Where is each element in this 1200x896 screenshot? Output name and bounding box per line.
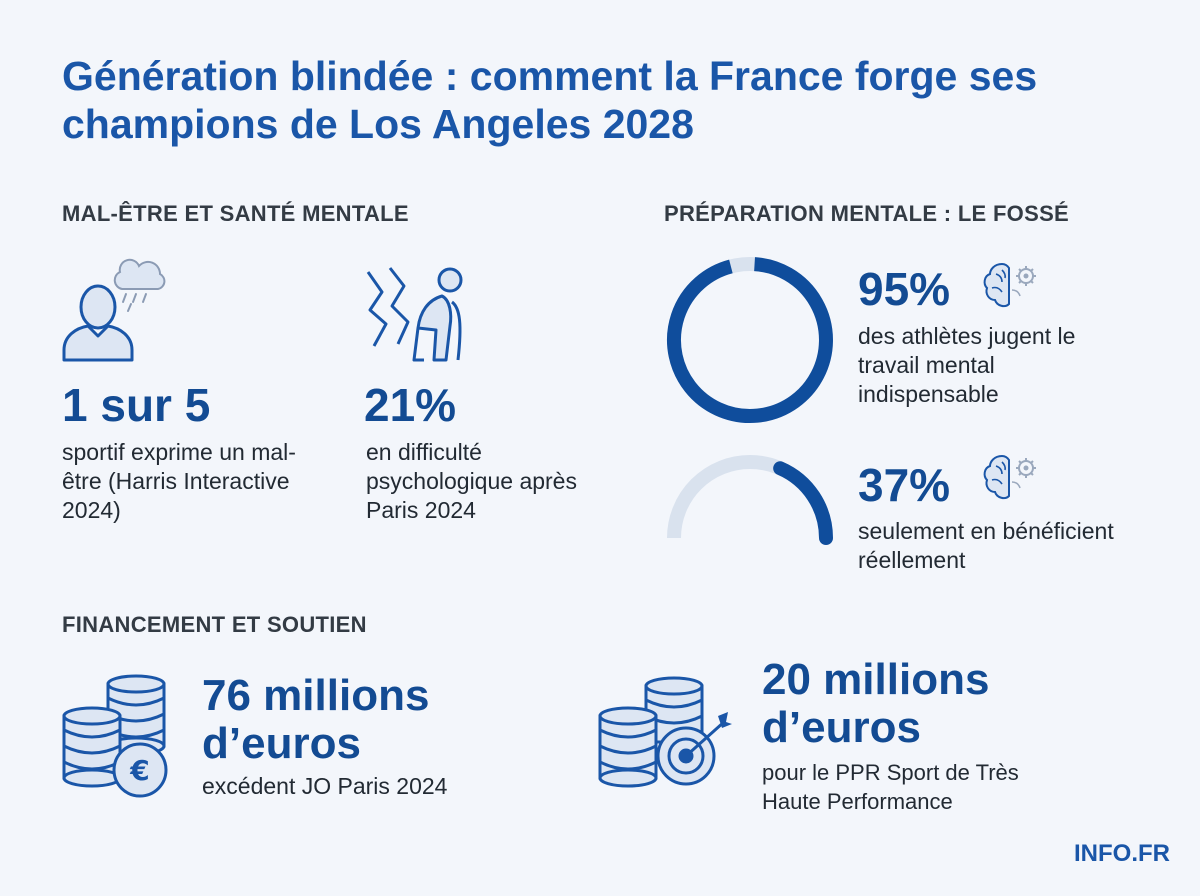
gauge-chart-37: [667, 455, 833, 545]
gauge-track-37: [667, 455, 833, 539]
stat-value-21-percent: 21%: [364, 379, 457, 431]
brain-gear-icon: [983, 262, 1036, 308]
stat-value-one-in-five: 1 sur 5: [62, 379, 211, 431]
stat-value-95-percent: 95%: [858, 263, 951, 315]
page-title: Génération blindée : comment la France f…: [62, 53, 1038, 147]
brain-gear-icon: [983, 454, 1036, 500]
coin-stack-euro-icon: €: [62, 674, 168, 798]
stat-desc-95-percent: des athlètes jugent le travail mental in…: [858, 323, 1076, 407]
stat-desc-one-in-five: sportif exprime un mal-être (Harris Inte…: [62, 439, 296, 523]
section-heading-wellbeing: MAL-ÊTRE ET SANTÉ MENTALE: [62, 201, 409, 226]
section-heading-funding: FINANCEMENT ET SOUTIEN: [62, 612, 367, 637]
stat-desc-21-percent: en difficulté psychologique après Paris …: [366, 439, 577, 523]
svg-text:€: €: [129, 754, 149, 787]
section-heading-preparation: PRÉPARATION MENTALE : LE FOSSÉ: [664, 201, 1070, 226]
stat-value-76-millions: 76 millions d’euros: [202, 671, 430, 768]
stressed-athlete-icon: [366, 267, 463, 362]
stat-desc-37-percent: seulement en bénéficient réellement: [858, 518, 1114, 573]
stat-value-20-millions: 20 millions d’euros: [762, 655, 990, 752]
coin-stack-target-icon: [598, 676, 732, 788]
brand-logo: INFO.FR: [1074, 840, 1170, 867]
ring-chart-95: [666, 257, 833, 423]
stat-value-37-percent: 37%: [858, 459, 951, 511]
gauge-fill-37: [773, 461, 833, 545]
stat-desc-76-millions: excédent JO Paris 2024: [202, 773, 448, 799]
stat-desc-20-millions: pour le PPR Sport de Très Haute Performa…: [762, 760, 1019, 814]
sad-person-rain-cloud-icon: [62, 258, 166, 362]
ring-fill-95: [666, 257, 833, 423]
